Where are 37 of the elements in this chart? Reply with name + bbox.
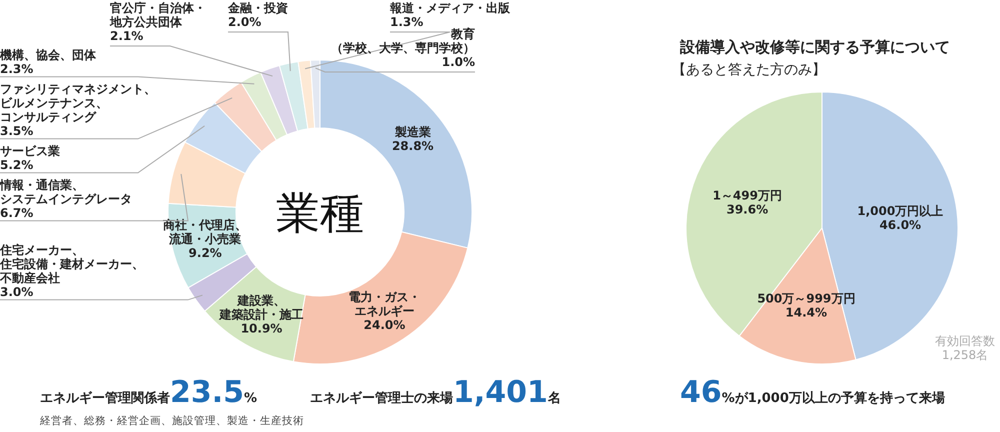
slice-label: 500万～999万円 — [757, 291, 856, 306]
slice-label: 建設業、建築設計・施工 — [218, 294, 304, 322]
slice-label: 1,000万円以上 — [857, 204, 944, 218]
text: 有効回答数1,258名 — [935, 334, 995, 362]
data-label: 24.0% — [364, 318, 406, 332]
data-label: 5.2% — [0, 158, 34, 172]
text: エネルギー管理士の来場1,401名 — [310, 375, 561, 410]
data-label: 1.3% — [390, 15, 424, 29]
data-label: 6.7% — [0, 206, 34, 220]
text: 業種 — [276, 188, 364, 239]
data-label: 9.2% — [188, 246, 222, 260]
text: 46%が1,000万以上の予算を持って来場 — [680, 375, 945, 410]
data-label: 14.4% — [785, 305, 828, 320]
slice-label: 官公庁・自治体・地方公共団体 — [109, 1, 206, 29]
data-label: 3.0% — [0, 284, 34, 299]
data-label: 2.0% — [228, 15, 262, 29]
slice-label: 教育（学校、大学、専門学校） — [331, 27, 475, 55]
data-label: 28.8% — [392, 139, 434, 154]
data-label: 10.9% — [240, 322, 282, 336]
slice-label: 1～499万円 — [712, 188, 782, 203]
slice-label: 金融・投資 — [227, 1, 288, 15]
data-label: 3.5% — [0, 124, 34, 138]
chart-title: 設備導入や改修等に関する予算について — [679, 38, 950, 56]
slice-label: 機構、協会、団体 — [0, 48, 97, 62]
slice-label: ファシリティマネジメント、ビルメンテナンス、コンサルティング — [0, 82, 156, 124]
data-label: 2.3% — [0, 62, 34, 76]
data-label: 1.0% — [442, 55, 475, 69]
slice-label: サービス業 — [0, 144, 60, 158]
slice-label: 報道・メディア・出版 — [389, 1, 511, 15]
data-label: 2.1% — [110, 29, 144, 43]
data-label: 39.6% — [726, 202, 768, 217]
text: 経営者、総務・経営企画、施設管理、製造・生産技術 — [39, 414, 304, 427]
text: エネルギー管理関係者23.5% — [40, 375, 258, 410]
data-label: 46.0% — [879, 218, 922, 232]
chart-subtitle: 【あると答えた方のみ】 — [672, 62, 826, 78]
slice-label: 電力・ガス・エネルギー — [348, 290, 420, 318]
slice-label: 製造業 — [394, 125, 431, 140]
